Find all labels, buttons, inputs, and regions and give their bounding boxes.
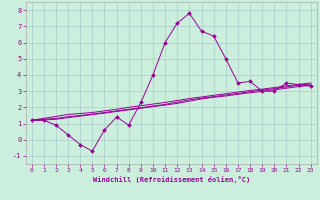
X-axis label: Windchill (Refroidissement éolien,°C): Windchill (Refroidissement éolien,°C) (92, 176, 250, 183)
